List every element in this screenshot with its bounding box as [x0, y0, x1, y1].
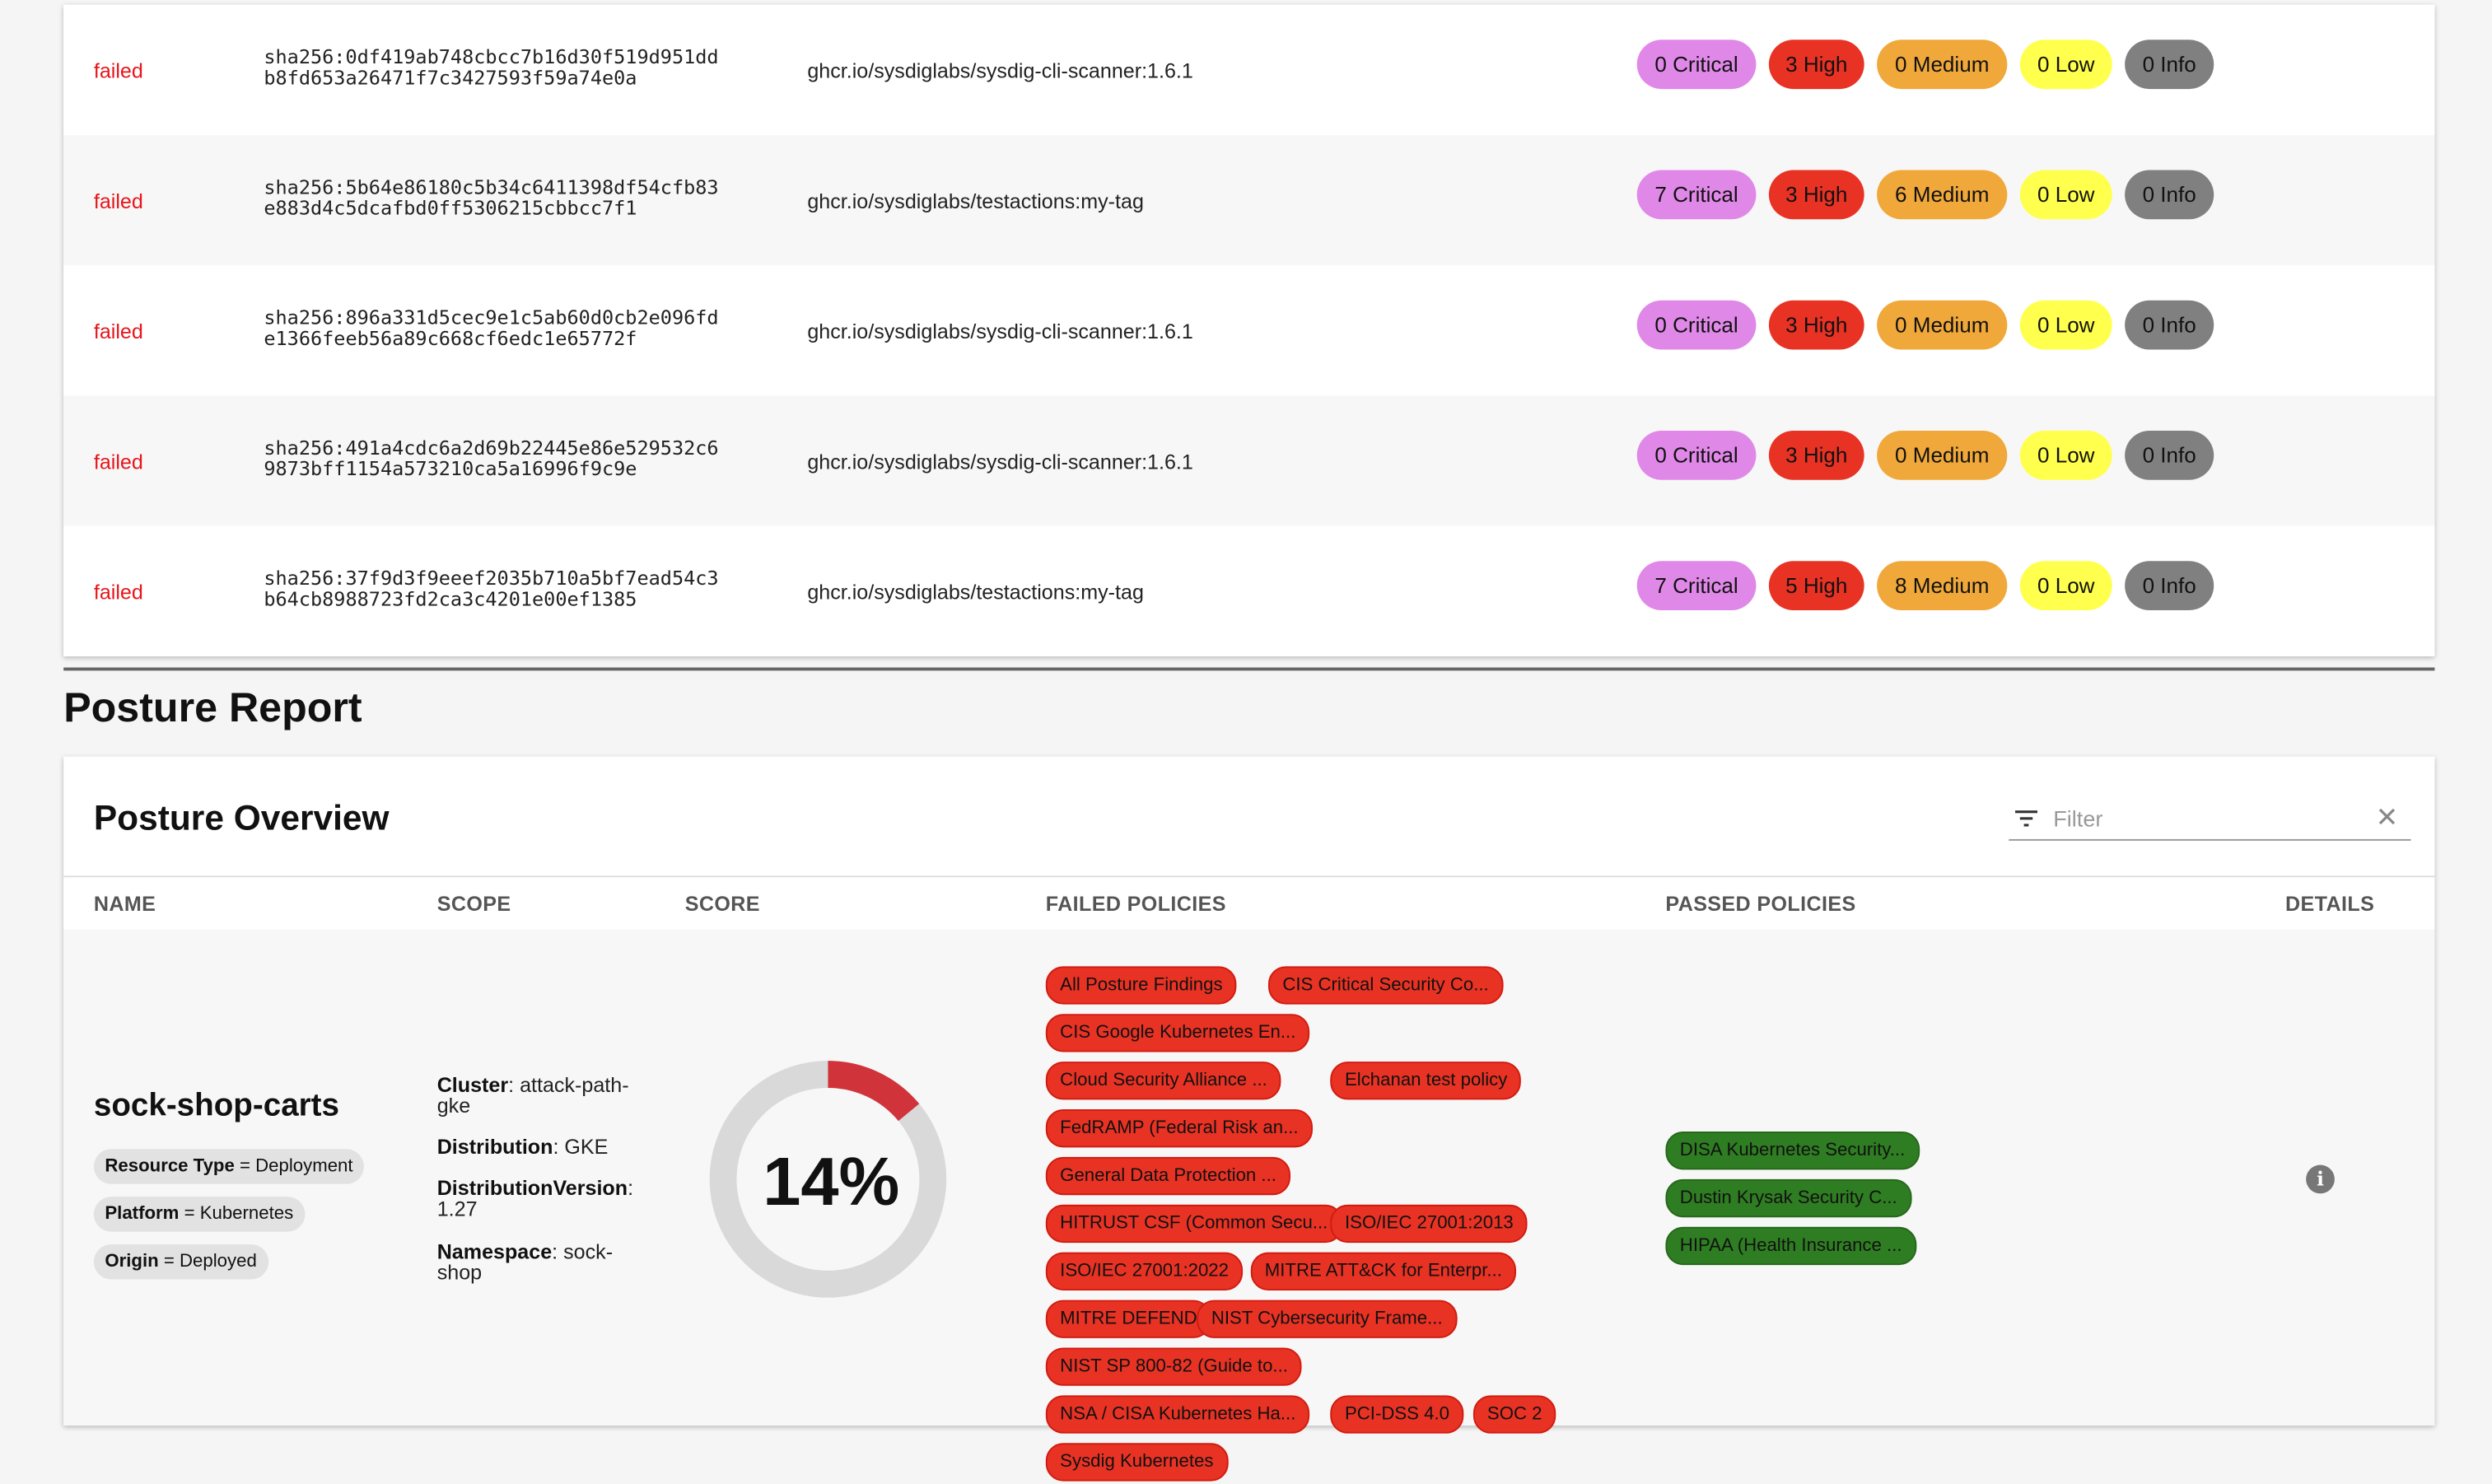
- status-label: failed: [93, 319, 143, 343]
- table-row: failed sha256:896a331d5cec9e1c5ab60d0cb2e…: [63, 265, 2435, 396]
- column-header-failed-policies[interactable]: FAILED POLICIES: [1045, 891, 1226, 916]
- badge-medium: 8 Medium: [1877, 561, 2008, 611]
- badge-medium: 0 Medium: [1877, 40, 2008, 90]
- badge-low: 0 Low: [2019, 170, 2112, 220]
- failed-policy-chip[interactable]: HITRUST CSF (Common Secu...: [1045, 1204, 1342, 1244]
- badge-medium: 0 Medium: [1877, 430, 2008, 480]
- column-header-score[interactable]: SCORE: [684, 891, 760, 916]
- score-donut: 14%: [709, 1061, 947, 1298]
- status-label: failed: [93, 580, 143, 604]
- badge-high: 5 High: [1768, 561, 1864, 611]
- failed-policy-chip[interactable]: NIST Cybersecurity Frame...: [1197, 1300, 1458, 1338]
- failed-policy-chip[interactable]: Elchanan test policy: [1330, 1062, 1522, 1100]
- column-header-scope[interactable]: SCOPE: [436, 891, 511, 916]
- failed-policy-chip[interactable]: Sysdig Kubernetes: [1045, 1443, 1228, 1482]
- badge-low: 0 Low: [2019, 430, 2112, 480]
- badge-low: 0 Low: [2019, 300, 2112, 350]
- failed-policy-chip[interactable]: All Posture Findings: [1045, 966, 1237, 1005]
- table-header: NAME SCOPE SCORE FAILED POLICIES PASSED …: [63, 875, 2435, 931]
- table-row: failed sha256:37f9d3f9eeef2035b710a5bf7ea…: [63, 525, 2435, 657]
- failed-policy-chip[interactable]: ISO/IEC 27001:2022: [1045, 1252, 1244, 1290]
- section-divider: [63, 667, 2435, 671]
- card-title: Posture Overview: [93, 797, 390, 838]
- scope-cluster: Cluster: attack-path-gke: [436, 1072, 629, 1118]
- filter-input[interactable]: [2050, 804, 2375, 833]
- label-tag: Origin = Deployed: [93, 1244, 268, 1280]
- failed-policy-chip[interactable]: NIST SP 800-82 (Guide to...: [1045, 1347, 1303, 1386]
- failed-policy-chip[interactable]: General Data Protection ...: [1045, 1156, 1291, 1196]
- badge-low: 0 Low: [2019, 561, 2112, 611]
- passed-policy-chip[interactable]: Dustin Krysak Security C...: [1665, 1178, 1912, 1218]
- column-header-passed-policies[interactable]: PASSED POLICIES: [1665, 891, 1856, 916]
- info-icon[interactable]: i: [2306, 1164, 2335, 1194]
- failed-policy-chip[interactable]: PCI-DSS 4.0: [1330, 1395, 1464, 1434]
- section-title: Posture Report: [63, 683, 362, 731]
- filter-field[interactable]: ✕: [2009, 798, 2411, 841]
- column-header-name[interactable]: NAME: [93, 891, 156, 916]
- image-name: ghcr.io/sysdiglabs/sysdig-cli-scanner:1.…: [807, 58, 1193, 83]
- badge-info: 0 Info: [2125, 561, 2214, 611]
- badge-medium: 6 Medium: [1877, 170, 2008, 220]
- badge-info: 0 Info: [2125, 170, 2214, 220]
- badge-high: 3 High: [1768, 430, 1864, 480]
- image-digest: sha256:491a4cdc6a2d69b22445e86e529532c6 …: [264, 436, 719, 480]
- failed-policy-chip[interactable]: MITRE ATT&CK for Enterpr...: [1250, 1252, 1517, 1290]
- badge-info: 0 Info: [2125, 40, 2214, 90]
- scope-distributionversion: DistributionVersion: 1.27: [436, 1176, 634, 1221]
- status-label: failed: [93, 189, 143, 213]
- badge-high: 3 High: [1768, 170, 1864, 220]
- filter-icon: [2014, 810, 2038, 827]
- badge-high: 3 High: [1768, 300, 1864, 350]
- label-tag: Platform = Kubernetes: [93, 1197, 305, 1232]
- table-row: failed sha256:491a4cdc6a2d69b22445e86e529…: [63, 395, 2435, 526]
- image-digest: sha256:896a331d5cec9e1c5ab60d0cb2e096fd …: [264, 306, 719, 350]
- close-icon[interactable]: ✕: [2375, 802, 2399, 833]
- badge-critical: 0 Critical: [1636, 300, 1757, 350]
- passed-policy-chip[interactable]: HIPAA (Health Insurance ...: [1665, 1226, 1916, 1266]
- score-value: 14%: [763, 1143, 899, 1220]
- image-digest: sha256:0df419ab748cbcc7b16d30f519d951dd …: [264, 45, 719, 90]
- resource-name: sock-shop-carts: [93, 1088, 340, 1124]
- badge-critical: 7 Critical: [1636, 170, 1757, 220]
- scope-distribution: Distribution: GKE: [436, 1134, 609, 1159]
- failed-policy-chip[interactable]: Cloud Security Alliance ...: [1045, 1062, 1282, 1100]
- image-digest: sha256:37f9d3f9eeef2035b710a5bf7ead54c3 …: [264, 567, 719, 611]
- failed-policy-chip[interactable]: NSA / CISA Kubernetes Ha...: [1045, 1395, 1310, 1434]
- posture-overview-card: Posture Overview ✕ NAME SCOPE SCORE FAIL…: [63, 756, 2435, 1482]
- badge-medium: 0 Medium: [1877, 300, 2008, 350]
- scan-results-table: failed sha256:0df419ab748cbcc7b16d30f519d…: [63, 4, 2435, 657]
- badge-critical: 0 Critical: [1636, 430, 1757, 480]
- scope-namespace: Namespace: sock-shop: [436, 1239, 614, 1285]
- image-name: ghcr.io/sysdiglabs/testactions:my-tag: [807, 580, 1144, 604]
- badge-info: 0 Info: [2125, 300, 2214, 350]
- badge-critical: 0 Critical: [1636, 40, 1757, 90]
- failed-policy-chip[interactable]: CIS Google Kubernetes En...: [1045, 1014, 1310, 1052]
- score-arc: [827, 1061, 920, 1122]
- failed-policy-chip[interactable]: CIS Critical Security Co...: [1267, 966, 1504, 1005]
- failed-policy-chip[interactable]: SOC 2: [1472, 1395, 1556, 1434]
- label-tag: Resource Type = Deployment: [93, 1149, 365, 1184]
- table-row: sock-shop-carts 14% i Resource Type = De…: [63, 929, 2435, 1482]
- badge-low: 0 Low: [2019, 40, 2112, 90]
- badge-critical: 7 Critical: [1636, 561, 1757, 611]
- image-name: ghcr.io/sysdiglabs/testactions:my-tag: [807, 189, 1144, 213]
- failed-policy-chip[interactable]: MITRE DEFEND: [1045, 1300, 1211, 1338]
- image-name: ghcr.io/sysdiglabs/sysdig-cli-scanner:1.…: [807, 319, 1193, 343]
- badge-high: 3 High: [1768, 40, 1864, 90]
- status-label: failed: [93, 58, 143, 83]
- image-name: ghcr.io/sysdiglabs/sysdig-cli-scanner:1.…: [807, 450, 1193, 474]
- table-row: failed sha256:5b64e86180c5b34c6411398df54…: [63, 135, 2435, 266]
- failed-policy-chip[interactable]: ISO/IEC 27001:2013: [1330, 1204, 1528, 1244]
- column-header-details[interactable]: DETAILS: [2285, 891, 2375, 916]
- status-label: failed: [93, 450, 143, 474]
- badge-info: 0 Info: [2125, 430, 2214, 480]
- image-digest: sha256:5b64e86180c5b34c6411398df54cfb83 …: [264, 176, 719, 220]
- passed-policy-chip[interactable]: DISA Kubernetes Security...: [1665, 1132, 1920, 1170]
- table-row: failed sha256:0df419ab748cbcc7b16d30f519d…: [63, 4, 2435, 136]
- failed-policy-chip[interactable]: FedRAMP (Federal Risk an...: [1045, 1109, 1313, 1148]
